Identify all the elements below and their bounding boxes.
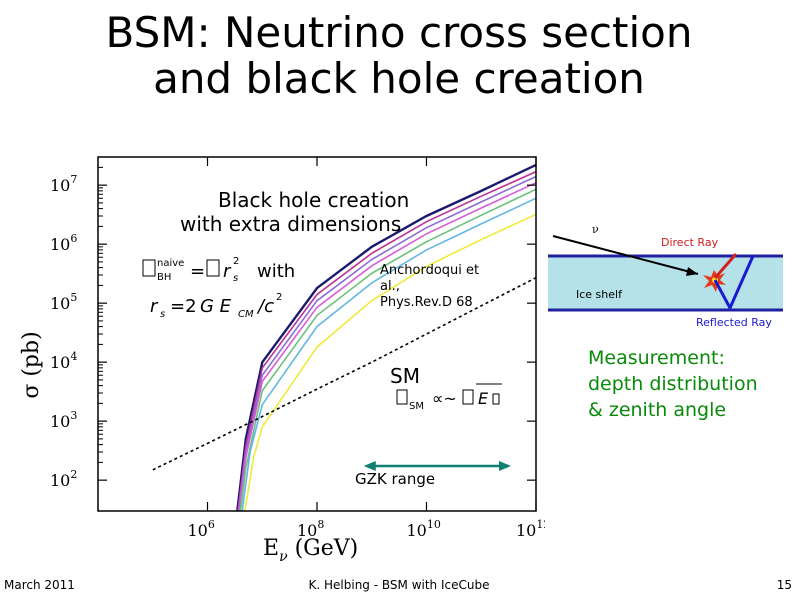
- svg-text:s: s: [160, 309, 165, 320]
- reflected-ray-line: [713, 255, 755, 312]
- footer-date: March 2011: [4, 578, 75, 592]
- svg-text:G E: G E: [200, 296, 232, 317]
- neutrino-track: [552, 235, 699, 275]
- svg-text:/c: /c: [256, 296, 274, 317]
- gzk-arrowhead-left: [363, 461, 376, 471]
- svg-text:2: 2: [233, 256, 239, 267]
- title-line-2: and black hole creation: [153, 54, 645, 103]
- footer-page-number: 15: [776, 578, 792, 592]
- chart-series-group: [152, 163, 537, 512]
- bh-formula-naive-sup: naive: [157, 258, 184, 269]
- svg-text:with: with: [257, 261, 295, 282]
- bh-formula-2: r s =2 G E CM /c 2: [150, 292, 282, 320]
- citation-line-1: Anchordoqui et: [380, 263, 479, 278]
- svg-text:SM: SM: [409, 401, 424, 412]
- svg-text:r: r: [223, 261, 232, 282]
- x-tick-label: 106: [188, 518, 215, 540]
- svg-text:r: r: [150, 296, 159, 317]
- neutrino-arrowhead: [686, 267, 698, 276]
- y-tick-label: 105: [50, 291, 77, 313]
- gzk-label: GZK range: [355, 470, 435, 488]
- svg-text:2: 2: [276, 292, 282, 303]
- bh-cross-section-line-5: [239, 188, 537, 512]
- ice-shelf-diagram: ν Direct Ray Ice shelf Reflected Ray: [548, 223, 783, 329]
- y-tick-label: 106: [50, 232, 77, 254]
- svg-text:=2: =2: [170, 296, 197, 317]
- citation-line-3: Phys.Rev.D 68: [380, 295, 473, 310]
- bh-cross-section-line-2: [237, 170, 537, 512]
- svg-text:BH: BH: [157, 272, 171, 283]
- svg-text:CM: CM: [238, 309, 254, 320]
- bh-title-line-1: Black hole creation: [218, 188, 409, 212]
- bh-title-line-2: with extra dimensions: [180, 212, 401, 236]
- y-tick-label: 103: [50, 409, 77, 431]
- reflected-ray-label: Reflected Ray: [696, 316, 772, 329]
- plot-frame: [97, 156, 537, 512]
- measurement-line-1: Measurement:: [588, 347, 725, 369]
- neutrino-label: ν: [592, 223, 599, 236]
- y-tick-label: 102: [50, 468, 77, 490]
- slide-title: BSM: Neutrino cross section and black ho…: [0, 10, 798, 102]
- footer-author: K. Helbing - BSM with IceCube: [308, 578, 490, 592]
- ice-shelf-region: [548, 256, 783, 310]
- sm-cross-section-line: [152, 276, 537, 471]
- y-tick-label: 104: [50, 350, 77, 372]
- citation: Anchordoqui et al., Phys.Rev.D 68: [380, 263, 479, 310]
- gzk-arrowhead-right: [499, 461, 511, 471]
- x-tick-label: 1010: [407, 518, 441, 540]
- svg-text:∝~: ∝~: [432, 389, 457, 408]
- bh-cross-section-line-6: [241, 197, 537, 512]
- measurement-line-2: depth distribution: [588, 373, 758, 395]
- direct-ray-label: Direct Ray: [661, 236, 719, 249]
- ice-shelf-label: Ice shelf: [576, 288, 623, 301]
- svg-text:E: E: [478, 389, 489, 408]
- x-tick-label: 1012: [516, 518, 545, 540]
- y-axis-label: σ (pb): [19, 331, 44, 398]
- svg-text:=: =: [190, 261, 205, 282]
- y-tick-label: 107: [50, 173, 77, 195]
- measurement-line-3: & zenith angle: [588, 399, 727, 421]
- bh-cross-section-line-3: [237, 175, 537, 512]
- measurement-note: Measurement: depth distribution & zenith…: [588, 345, 758, 423]
- title-line-1: BSM: Neutrino cross section: [105, 8, 693, 57]
- cross-section-chart: 102 103 104 105 106 107 106 108 1010 1012 Eν (GeV…: [19, 156, 545, 565]
- sm-label: SM: [390, 364, 420, 388]
- bh-cross-section-line-7: [244, 213, 537, 512]
- svg-text:s: s: [233, 273, 238, 284]
- sm-formula: SM ∝~ E: [396, 383, 502, 412]
- x-axis-label: Eν (GeV): [263, 536, 358, 565]
- bh-cross-section-line-4: [238, 181, 537, 512]
- bh-formula-1: naive BH = r 2 s with: [142, 256, 295, 284]
- citation-line-2: al.,: [380, 279, 400, 294]
- bh-cross-section-line-1: [236, 163, 537, 512]
- direct-ray-line: [713, 253, 738, 279]
- x-tick-label: 108: [297, 518, 324, 540]
- chart-ticks: 102 103 104 105 106 107 106 108 1010 1012: [50, 157, 545, 540]
